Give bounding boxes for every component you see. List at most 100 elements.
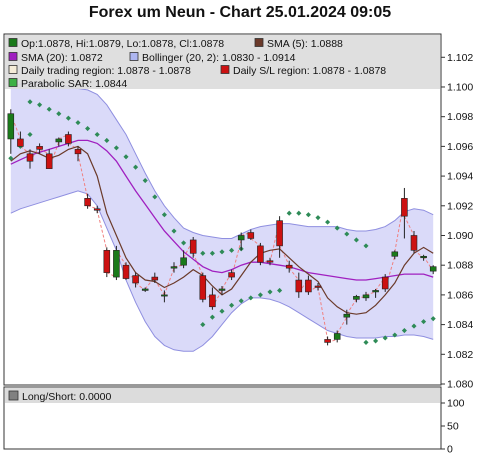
- candle-up: [420, 255, 427, 259]
- sl-trail-segment: [365, 291, 376, 296]
- psar-dot: [171, 228, 177, 234]
- long-short-swatch: [8, 390, 19, 401]
- psar-dot: [142, 177, 148, 184]
- psar-dot: [200, 250, 206, 256]
- sl-trail-segment: [279, 245, 290, 266]
- psar-dot: [392, 332, 398, 338]
- candle-down: [324, 339, 331, 343]
- candle-down: [314, 285, 322, 288]
- sl-trail-segment: [10, 113, 21, 140]
- sl-trail-segment: [423, 256, 434, 272]
- candle-down: [93, 208, 101, 211]
- sl-trail-segment: [87, 205, 98, 210]
- candle-up: [7, 113, 15, 140]
- sl-trail-segment: [58, 134, 69, 140]
- candle-down: [84, 198, 91, 207]
- candle-up: [237, 235, 245, 241]
- psar-dot: [421, 319, 427, 325]
- chart-title: Forex um Neun - Chart 25.01.2024 09:05: [88, 4, 392, 21]
- candle-up: [113, 250, 120, 278]
- legend-swatch: [254, 38, 264, 47]
- psar-dot: [152, 194, 158, 200]
- price-tick-label: 1.086: [447, 289, 473, 301]
- sl-trail-segment: [68, 142, 79, 150]
- psar-dot: [373, 338, 379, 344]
- legend-swatch: [8, 38, 18, 47]
- candle-down: [381, 276, 389, 290]
- price-tick-label: 1.090: [447, 230, 473, 242]
- long-short-tick-label: 100: [447, 398, 465, 410]
- price-tick-label: 1.094: [447, 171, 473, 183]
- legend-entry: Parabolic SAR: 1.0844: [21, 78, 127, 90]
- sl-trail-segment: [106, 272, 117, 278]
- legend-entry: Daily S/L region: 1.0878 - 1.0878: [233, 65, 386, 77]
- sl-trail-segment: [20, 145, 31, 155]
- price-tick-label: 1.084: [447, 319, 473, 331]
- legend-entry: Op:1.0878, Hi:1.0879, Lo:1.0878, Cl:1.08…: [21, 38, 224, 50]
- psar-dot: [305, 212, 311, 218]
- psar-dot: [181, 240, 187, 246]
- candle-down: [132, 275, 139, 284]
- psar-dot: [56, 111, 62, 117]
- candle-up: [343, 313, 351, 318]
- candle-down: [122, 264, 130, 279]
- sl-trail-segment: [39, 148, 50, 155]
- legend-swatch: [220, 65, 230, 74]
- legend-swatch: [8, 78, 18, 87]
- candle-up: [429, 266, 437, 272]
- long-short-tick-label: 0: [447, 444, 453, 456]
- legend-box: [5, 35, 440, 89]
- psar-dot: [8, 155, 14, 161]
- long-short-tick-label: 50: [447, 421, 459, 433]
- sl-trail-segment: [336, 316, 348, 334]
- sl-trail-segment: [77, 153, 89, 199]
- psar-dot: [267, 289, 273, 295]
- psar-dot: [325, 219, 331, 225]
- candle-up: [372, 290, 379, 293]
- psar-dot: [430, 316, 436, 322]
- sl-trail-segment: [317, 287, 329, 340]
- candle-down: [257, 245, 264, 263]
- psar-dot: [219, 249, 225, 255]
- candle-down: [401, 198, 408, 217]
- price-tick-label: 1.100: [447, 81, 473, 93]
- psar-dot: [209, 250, 215, 256]
- sma5-line: [10, 145, 434, 315]
- candle-up: [161, 294, 168, 297]
- candle-down: [74, 149, 82, 155]
- psar-dot: [123, 154, 129, 160]
- candle-down: [247, 232, 255, 239]
- psar-dot: [401, 327, 407, 334]
- price-tick-label: 1.098: [447, 111, 473, 123]
- psar-dot: [75, 120, 81, 126]
- price-tick-label: 1.082: [447, 349, 473, 361]
- main-plot-area: [7, 82, 437, 352]
- psar-dot: [238, 298, 244, 304]
- legend-entry: Bollinger (20, 2): 1.0830 - 1.0914: [142, 52, 296, 64]
- psar-dot: [257, 292, 263, 298]
- candle-up: [180, 257, 187, 266]
- psar-dot: [229, 247, 235, 253]
- legend-swatch: [129, 52, 139, 61]
- psar-dot: [248, 295, 254, 301]
- candle-down: [36, 146, 43, 150]
- legend-entry: SMA (20): 1.0872: [21, 52, 103, 64]
- candle-up: [362, 294, 370, 299]
- legend-entry: SMA (5): 1.0888: [267, 38, 343, 50]
- price-tick-label: 1.080: [447, 379, 473, 391]
- price-tick-label: 1.088: [447, 260, 473, 272]
- sl-trail-segment: [241, 232, 251, 236]
- psar-dot: [411, 323, 417, 329]
- sl-trail-segment: [346, 299, 357, 315]
- candle-down: [103, 250, 111, 273]
- candle-down: [305, 279, 312, 293]
- candle-up: [333, 333, 341, 340]
- psar-dot: [209, 314, 215, 320]
- sl-trail-segment: [403, 215, 415, 236]
- candle-down: [266, 260, 274, 263]
- legend: Op:1.0878, Hi:1.0879, Lo:1.0878, Cl:1.08…: [8, 38, 386, 90]
- candle-up: [353, 296, 360, 300]
- candle-down: [45, 153, 53, 169]
- candle-down: [17, 138, 24, 147]
